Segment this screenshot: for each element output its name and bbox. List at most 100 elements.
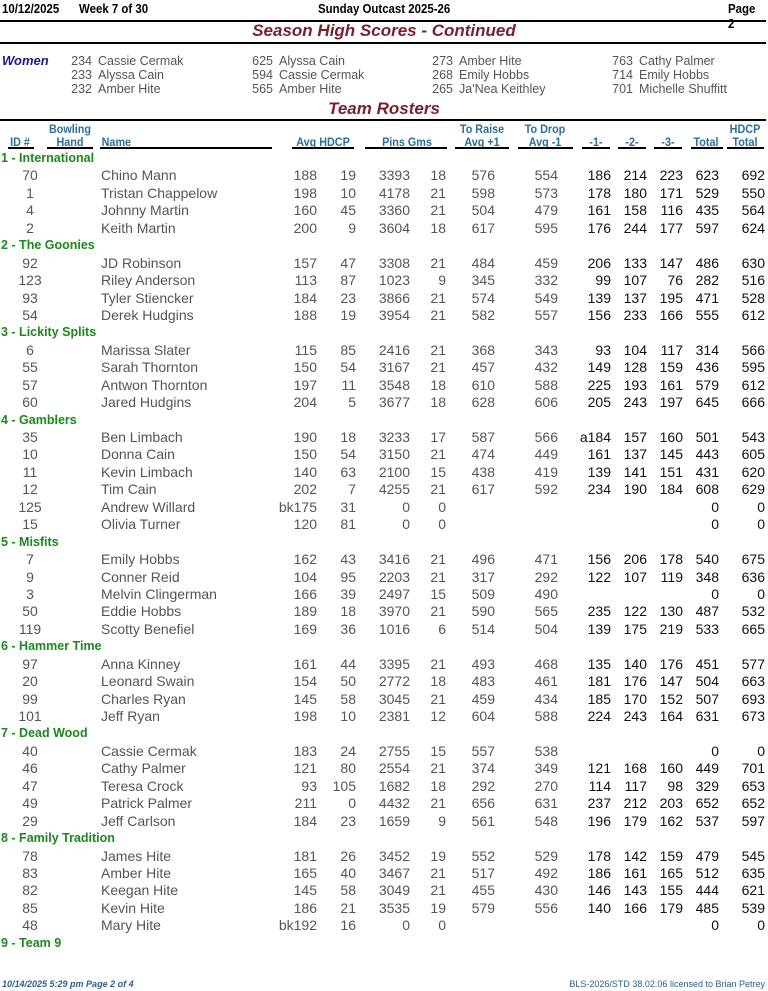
cell-gms: 15 [430, 585, 446, 602]
cell-pins: 2203 [378, 568, 410, 585]
cell-hdcp: 18 [340, 429, 356, 445]
table-row: 119 Scotty Benefiel 169 36 1016 6 514 504 139 175… [0, 621, 768, 638]
cell-avg: 120 [293, 516, 317, 533]
cell-name: Keith Martin [101, 219, 176, 236]
cell-to-drop: 343 [534, 341, 558, 358]
cell-to-drop: 461 [534, 673, 558, 690]
cell-game-3: 171 [659, 184, 683, 201]
cell-hdcp-total: 624 [741, 219, 765, 236]
cell-gms: 18 [430, 673, 446, 690]
high-score-entry: 594 Cassie Cermak [249, 68, 364, 82]
cell-pins: 3467 [378, 864, 410, 881]
cell-hdcp-total: 0 [757, 498, 765, 515]
cell-game-3: 176 [659, 655, 683, 672]
cell-to-drop: 548 [534, 812, 558, 829]
cell-hdcp: 63 [340, 463, 356, 480]
cell-id: 57 [22, 376, 38, 393]
cell-game-2: 243 [623, 708, 647, 724]
cell-avg: 204 [293, 394, 317, 411]
cell-game-2: 104 [623, 341, 647, 358]
cell-avg: 211 [294, 795, 317, 812]
cell-pins: 3604 [378, 219, 410, 236]
cell-to-drop: 588 [534, 376, 558, 393]
cell-to-drop: 292 [534, 568, 558, 585]
team-header: 2 - The Goonies [1, 238, 95, 253]
cell-game-1: 135 [587, 655, 611, 672]
cell-pins: 3970 [378, 603, 410, 620]
cell-game-2: 142 [623, 847, 647, 864]
cell-hdcp: 19 [340, 167, 356, 184]
cell-name: Anna Kinney [101, 655, 181, 672]
cell-name: Jared Hudgins [101, 394, 192, 411]
cell-id: 101 [18, 708, 42, 724]
cell-avg: 184 [293, 289, 317, 306]
cell-name: Sarah Thornton [101, 359, 199, 376]
cell-pins: 4255 [378, 481, 410, 498]
cell-gms: 18 [430, 167, 446, 184]
cell-game-3: 147 [659, 673, 683, 690]
col-drop-2: Avg -1 [528, 135, 562, 149]
cell-name: Antwon Thornton [101, 376, 208, 393]
cell-hdcp: 87 [340, 272, 356, 289]
cell-total: 504 [695, 673, 719, 690]
table-row: 55 Sarah Thornton 150 54 3167 21 457 432 149 128 1… [0, 359, 768, 376]
high-score-value: 232 [71, 82, 92, 96]
cell-to-raise: 484 [471, 254, 495, 271]
cell-avg: 104 [293, 568, 317, 585]
high-score-entry: 714 Emily Hobbs [609, 68, 709, 82]
cell-pins: 2381 [378, 708, 410, 724]
cell-to-drop: 492 [534, 864, 558, 881]
cell-game-1: 93 [595, 341, 611, 358]
cell-game-3: 98 [667, 777, 683, 794]
cell-to-raise: 579 [471, 899, 495, 916]
table-row: 1 Tristan Chappelow 198 10 4178 21 598 573 178 18… [0, 185, 768, 202]
cell-hdcp-total: 620 [741, 463, 765, 480]
high-score-entry: 233 Alyssa Cain [68, 68, 164, 82]
table-row: 4 Johnny Martin 160 45 3360 21 504 479 161 158 116… [0, 202, 768, 219]
cell-game-2: 190 [623, 481, 647, 498]
cell-pins: 3308 [378, 254, 410, 271]
cell-total: 282 [695, 272, 719, 289]
cell-id: 49 [22, 795, 38, 812]
cell-avg: 197 [293, 376, 317, 393]
cell-game-3: 203 [659, 795, 683, 812]
cell-to-raise: 457 [471, 359, 495, 376]
cell-hdcp: 23 [340, 812, 356, 829]
cell-game-2: 107 [623, 568, 647, 585]
cell-gms: 19 [430, 899, 446, 916]
cell-id: 7 [26, 551, 34, 568]
cell-total: 623 [695, 167, 719, 184]
cell-game-3: 159 [659, 359, 683, 376]
cell-pins: 3233 [378, 429, 410, 445]
cell-game-2: 206 [623, 551, 647, 568]
cell-name: Cassie Cermak [101, 742, 197, 759]
cell-hdcp: 21 [340, 899, 356, 916]
cell-game-1: 139 [587, 620, 611, 637]
cell-name: Leonard Swain [101, 673, 195, 690]
league-name: Sunday Outcast 2025-26 [318, 1, 451, 16]
cell-id: 70 [22, 167, 38, 184]
cell-id: 50 [22, 603, 38, 620]
cell-to-raise: 617 [471, 481, 495, 498]
cell-avg: 186 [293, 899, 317, 916]
cell-avg: 160 [293, 202, 317, 219]
high-score-entry: 234 Cassie Cermak [68, 54, 183, 68]
cell-hdcp: 36 [340, 620, 356, 637]
col-raise-2: Avg +1 [464, 135, 500, 149]
cell-name: Jeff Ryan [101, 708, 160, 724]
cell-hdcp-total: 612 [741, 306, 765, 323]
cell-game-1: 237 [587, 795, 611, 812]
cell-game-1: 161 [587, 446, 611, 463]
cell-total: 512 [695, 864, 719, 881]
cell-gms: 21 [430, 202, 446, 219]
cell-total: 486 [695, 254, 719, 271]
cell-avg: 198 [293, 184, 317, 201]
cell-hdcp: 10 [340, 708, 356, 724]
cell-game-3: 197 [659, 394, 683, 411]
cell-avg: bk175 [278, 498, 317, 515]
cell-to-drop: 430 [534, 882, 558, 899]
cell-to-drop: 432 [534, 359, 558, 376]
cell-to-drop: 468 [534, 655, 558, 672]
cell-to-raise: 368 [471, 341, 495, 358]
cell-hdcp-total: 550 [741, 184, 765, 201]
